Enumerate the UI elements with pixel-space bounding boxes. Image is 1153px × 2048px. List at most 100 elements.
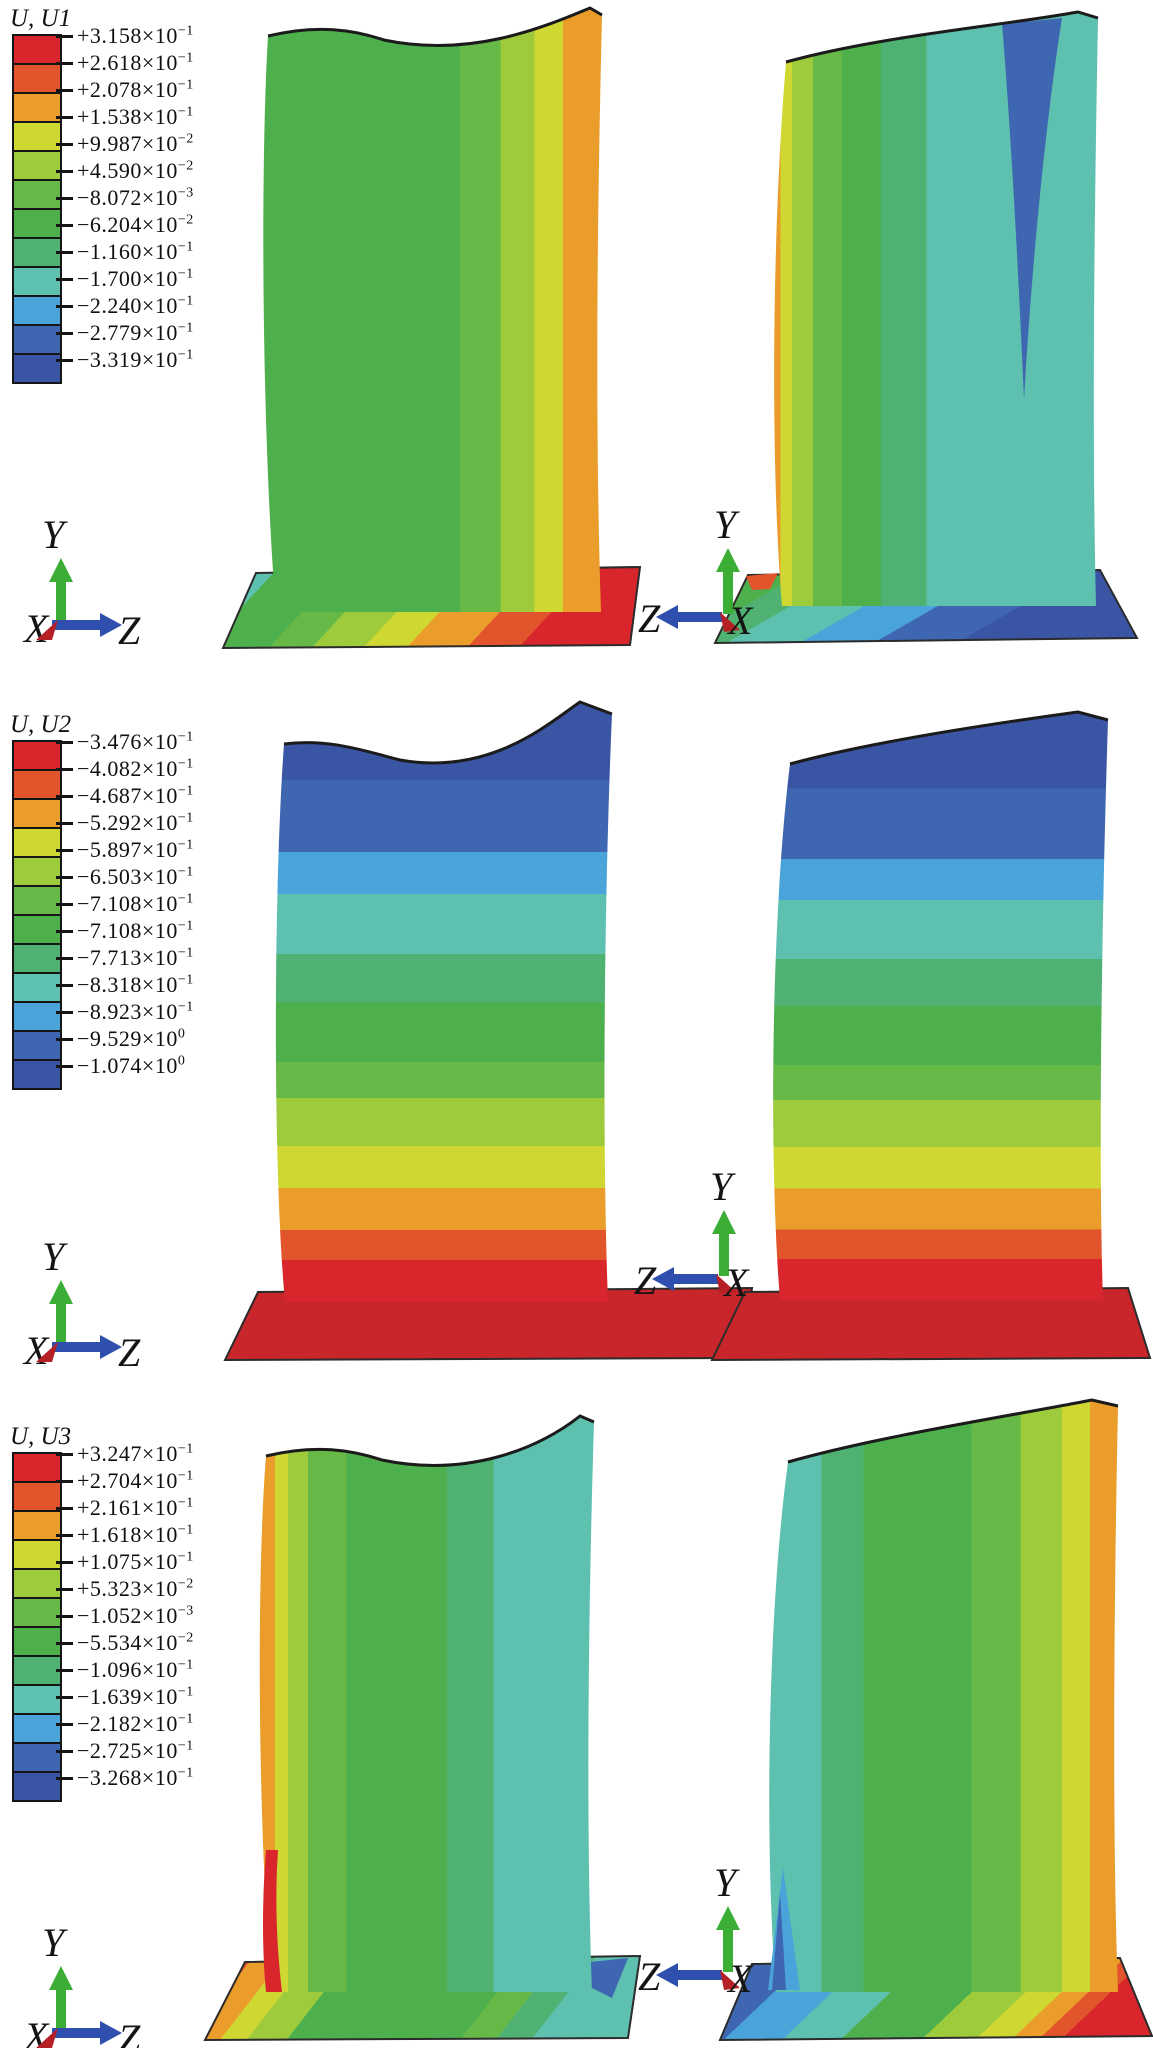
tick-mark: [56, 1452, 73, 1456]
legend-entry: −1.160×10−1: [56, 239, 194, 264]
blade-contour-u3-back: [769, 1400, 1118, 1992]
legend-value: +2.078×10−1: [77, 77, 194, 102]
axis-y-label: Y: [714, 1860, 740, 1905]
legend-value: +3.247×10−1: [77, 1441, 194, 1466]
legend-value: +4.590×10−2: [77, 158, 194, 183]
tick-mark: [56, 1037, 73, 1041]
tick-mark: [56, 1560, 73, 1564]
axis-triad: Y X Z: [22, 1920, 141, 2048]
legend-title: U, U2: [10, 711, 72, 738]
colorband: [14, 1773, 60, 1800]
axis-x-label: X: [726, 1956, 754, 2001]
tick-mark: [56, 902, 73, 906]
colorband: [14, 355, 60, 382]
legend-value: −2.779×10−1: [77, 320, 194, 345]
legend-value: −1.074×100: [77, 1053, 186, 1078]
legend-value: −9.529×100: [77, 1026, 186, 1051]
panel-u2-views: [223, 700, 1152, 1362]
blade-top-edge: [267, 6, 603, 48]
colorband: [14, 65, 60, 94]
colorband: [14, 1032, 60, 1061]
colorband: [14, 152, 60, 181]
colorband: [14, 742, 60, 771]
legend-value: −2.182×10−1: [77, 1711, 194, 1736]
colorbar: [12, 1452, 62, 1802]
axis-z-label: Z: [118, 608, 141, 653]
colorband: [14, 945, 60, 974]
legend-entry: −1.700×10−1: [56, 266, 194, 291]
blade-contour-u3-front: [259, 1416, 594, 1992]
axis-z-arrow-icon: [52, 620, 104, 630]
colorband: [14, 829, 60, 858]
axis-z-label: Z: [638, 1954, 661, 1999]
colorband: [14, 800, 60, 829]
legend-value: −2.725×10−1: [77, 1738, 194, 1763]
axis-y-arrow-icon: [56, 1300, 66, 1344]
tick-mark: [56, 983, 73, 987]
legend-value: −7.713×10−1: [77, 945, 194, 970]
colorband: [14, 1483, 60, 1512]
axis-x-arrow-icon: [716, 1274, 736, 1294]
tick-mark: [56, 1010, 73, 1014]
legend-value: −7.108×10−1: [77, 891, 194, 916]
legend-value: −8.318×10−1: [77, 972, 194, 997]
colorband: [14, 1003, 60, 1032]
axis-y-label: Y: [42, 512, 68, 557]
legend-entry: −1.052×10−3: [56, 1603, 194, 1628]
legend-entry: +4.590×10−2: [56, 158, 194, 183]
panel-u3-views: [203, 1398, 1153, 2042]
panel-u1-views: [221, 6, 1139, 650]
tick-mark: [56, 1479, 73, 1483]
legend-value: +1.075×10−1: [77, 1549, 194, 1574]
legend-entry: +1.618×10−1: [56, 1522, 194, 1547]
legend-entry: −8.923×10−1: [56, 999, 194, 1024]
base-plate: [223, 1286, 754, 1362]
axis-z-label: Z: [118, 1330, 141, 1375]
plate-hot-spot: [746, 573, 778, 590]
legend-value: +2.161×10−1: [77, 1495, 194, 1520]
axis-y-label: Y: [42, 1234, 68, 1279]
legend-value: +2.618×10−1: [77, 50, 194, 75]
legend-entry: +2.618×10−1: [56, 50, 194, 75]
colorband: [14, 1570, 60, 1599]
legend-entry: −1.096×10−1: [56, 1657, 194, 1682]
axis-y-label: Y: [714, 502, 740, 547]
tick-mark: [56, 304, 73, 308]
axis-z-arrow-icon: [668, 1274, 718, 1284]
legend-value: −4.687×10−1: [77, 783, 194, 808]
tick-mark: [56, 1064, 73, 1068]
legend-entry: +3.247×10−1: [56, 1441, 194, 1466]
legend-entry: −3.268×10−1: [56, 1765, 194, 1790]
legend-entry: −7.108×10−1: [56, 891, 194, 916]
axis-x-arrow-icon: [36, 1342, 58, 1362]
colorband: [14, 297, 60, 326]
axis-triad: Y Z X: [634, 1164, 750, 1305]
legend-value: −6.204×10−2: [77, 212, 194, 237]
axis-y-arrow-icon: [723, 1926, 733, 1972]
tick-mark: [56, 956, 73, 960]
colorband: [14, 123, 60, 152]
legend-entry: +2.161×10−1: [56, 1495, 194, 1520]
legend-entry: −3.476×10−1: [56, 729, 194, 754]
colorband: [14, 268, 60, 297]
legend-entry: −2.182×10−1: [56, 1711, 194, 1736]
colorband: [14, 94, 60, 123]
colorband: [14, 1454, 60, 1483]
blade-contour-u2-back: [773, 712, 1108, 1300]
blade-contour-u1-front: [263, 8, 602, 612]
tick-mark: [56, 34, 73, 38]
legend-u1: U, U1 +3.158×10−1 +2.618×10−1 +2.078×10−1 +…: [8, 6, 193, 404]
blade-contour-u2-front: [275, 702, 612, 1302]
legend-entry: −8.072×10−3: [56, 185, 194, 210]
legend-value: −8.923×10−1: [77, 999, 194, 1024]
cold-spot-wedge: [1002, 18, 1062, 400]
plate-cold-wedge: [584, 1958, 628, 1998]
cold-spike-core: [772, 1893, 786, 1990]
legend-value: −1.052×10−3: [77, 1603, 194, 1628]
legend-entry: −1.074×100: [56, 1053, 186, 1078]
legend-value: −2.240×10−1: [77, 293, 194, 318]
legend-entry: −9.529×100: [56, 1026, 186, 1051]
tick-mark: [56, 821, 73, 825]
tick-mark: [56, 1668, 73, 1672]
